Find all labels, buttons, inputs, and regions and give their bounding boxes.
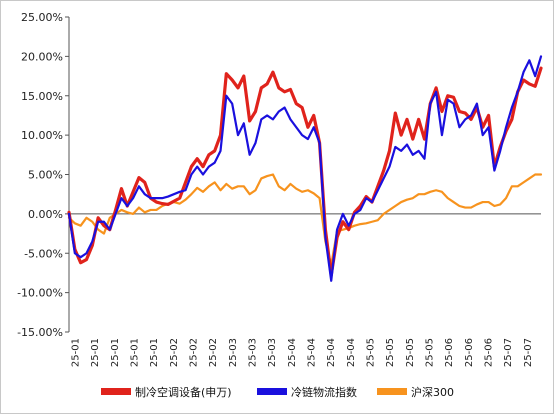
x-tick-label: 25-02 (189, 338, 200, 367)
x-tick-label: 25-01 (90, 338, 101, 367)
legend-label-series-3: 沪深300 (411, 385, 454, 399)
legend-swatch-series-2 (257, 388, 287, 395)
series-layer (67, 55, 543, 282)
x-tick-label: 25-05 (366, 338, 377, 367)
x-tick-label: 25-06 (464, 338, 475, 367)
x-tick-label: 25-04 (346, 338, 357, 367)
x-tick-label: 25-05 (405, 338, 416, 367)
y-tick-label: -5.00% (24, 247, 63, 260)
legend-label-series-2: 冷链物流指数 (291, 385, 357, 399)
y-tick-label: 15.00% (21, 90, 63, 103)
x-axis: 25-01 25-01 25-01 25-01 25-01 25-02 25-02 25-02… (69, 213, 541, 367)
series-line-3 (67, 173, 543, 267)
x-tick-label: 25-05 (425, 338, 436, 367)
y-tick-label: 10.00% (21, 129, 63, 142)
x-tick-label: 25-04 (287, 338, 298, 367)
y-tick-label: 25.00% (21, 11, 63, 24)
y-axis: -15.00% -10.00% -5.00% 0.00% 5.00% 10.00% 15.0… (17, 11, 70, 339)
x-tick-label: 25-04 (307, 338, 318, 367)
x-tick-label: 25-02 (208, 338, 219, 367)
legend-label-series-1: 制冷空调设备(申万) (135, 385, 232, 399)
y-tick-label: -10.00% (17, 287, 63, 300)
x-tick-label: 25-01 (71, 338, 82, 367)
legend-swatch-series-3 (377, 388, 407, 395)
x-tick-label: 25-03 (228, 338, 239, 367)
y-tick-label: 0.00% (28, 208, 63, 221)
series-line-2 (67, 55, 543, 282)
x-tick-label: 25-01 (110, 338, 121, 367)
legend: 制冷空调设备(申万) 冷链物流指数 沪深300 (101, 385, 454, 399)
y-tick-label: 5.00% (28, 169, 63, 182)
x-tick-label: 25-02 (169, 338, 180, 367)
x-tick-label: 25-06 (444, 338, 455, 367)
x-tick-label: 25-03 (267, 338, 278, 367)
y-tick-label: 20.00% (21, 50, 63, 63)
series-line-1 (67, 66, 543, 277)
x-tick-label: 25-07 (523, 338, 534, 367)
legend-swatch-series-1 (101, 388, 131, 395)
x-tick-label: 25-01 (149, 338, 160, 367)
x-tick-label: 25-01 (130, 338, 141, 367)
x-tick-label: 25-07 (503, 338, 514, 367)
x-tick-label: 25-05 (385, 338, 396, 367)
x-tick-label: 25-04 (326, 338, 337, 367)
x-tick-label: 25-03 (248, 338, 259, 367)
y-tick-label: -15.00% (17, 326, 63, 339)
x-tick-label: 25-06 (484, 338, 495, 367)
